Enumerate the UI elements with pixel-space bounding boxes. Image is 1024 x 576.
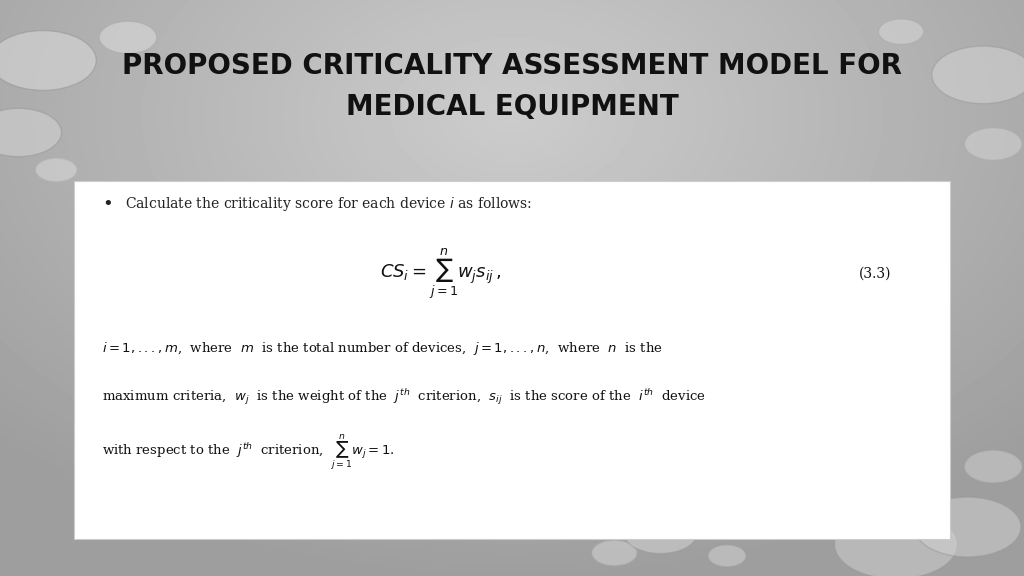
- Text: PROPOSED CRITICALITY ASSESSMENT MODEL FOR: PROPOSED CRITICALITY ASSESSMENT MODEL FO…: [122, 52, 902, 80]
- Text: Calculate the criticality score for each device $i$ as follows:: Calculate the criticality score for each…: [125, 195, 532, 214]
- Text: MEDICAL EQUIPMENT: MEDICAL EQUIPMENT: [346, 93, 678, 120]
- Circle shape: [879, 19, 924, 44]
- Text: maximum criteria,  $w_j$  is the weight of the  $j^{th}$  criterion,  $s_{ij}$  : maximum criteria, $w_j$ is the weight of…: [102, 388, 707, 407]
- Text: (3.3): (3.3): [859, 267, 892, 281]
- Circle shape: [709, 545, 745, 566]
- Circle shape: [835, 510, 957, 576]
- Circle shape: [592, 540, 637, 566]
- Text: with respect to the  $j^{th}$  criterion,  $\sum_{j=1}^{n} w_j = 1$.: with respect to the $j^{th}$ criterion, …: [102, 432, 395, 472]
- Text: •: •: [102, 195, 113, 214]
- Text: $i=1,...,m$,  where  $m$  is the total number of devices,  $j=1,...,n$,  where  : $i=1,...,m$, where $m$ is the total numb…: [102, 340, 664, 357]
- Text: $CS_i = \sum_{j=1}^{n} w_j s_{ij}\,,$: $CS_i = \sum_{j=1}^{n} w_j s_{ij}\,,$: [380, 246, 501, 301]
- Circle shape: [965, 128, 1022, 160]
- Circle shape: [914, 497, 1021, 557]
- Circle shape: [811, 479, 889, 523]
- Circle shape: [99, 21, 157, 54]
- Circle shape: [624, 512, 697, 554]
- Circle shape: [0, 108, 61, 157]
- Circle shape: [932, 46, 1024, 104]
- FancyBboxPatch shape: [74, 181, 950, 539]
- Circle shape: [965, 450, 1022, 483]
- Circle shape: [0, 31, 96, 90]
- Circle shape: [36, 158, 77, 181]
